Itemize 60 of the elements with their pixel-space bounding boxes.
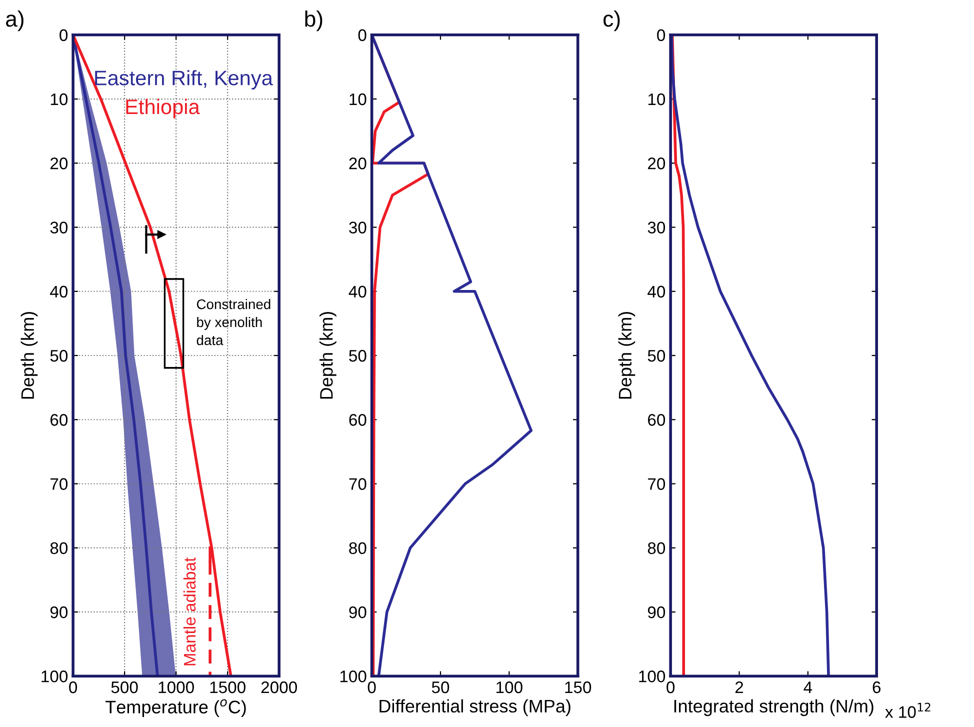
series-label: Eastern Rift, Kenya [95,70,273,90]
y-tick-label: 30 [648,222,666,234]
y-axis-title: Depth (km) [20,312,38,399]
y-tick-label: 50 [50,350,68,362]
y-tick-label: 0 [358,29,366,42]
y-axis-title: Depth (km) [320,312,336,399]
y-tick-label: 70 [349,478,366,490]
x-tick-label: 4 [804,682,812,694]
x-tick-label: 2000 [261,681,297,694]
y-tick-label: 70 [648,478,666,490]
x-axis-title: Differential stress (MPa) [380,699,570,716]
y-tick-label: 50 [349,350,366,362]
chart-title: b) [305,10,322,32]
y-tick-label: 90 [349,606,366,618]
x-tick-label: 0 [666,681,675,694]
y-tick-label: 80 [349,542,366,554]
y-tick-label: 40 [648,286,666,298]
x-tick-label: 50 [432,681,450,694]
y-tick-label: 20 [50,158,68,170]
y-tick-label: 10 [350,93,366,106]
series-label: Ethiopia [126,98,200,118]
x-tick-label: 150 [565,681,592,694]
y-axis-title: Depth (km) [618,312,636,399]
y-tick-label: 80 [648,542,666,554]
text: x 10$^{12}$ [885,702,930,718]
y-tick-label: 0 [657,29,666,42]
annotation: Mantle adiabat [183,557,196,666]
y-tick-label: 100 [42,670,68,682]
y-tick-label: 20 [349,158,366,170]
y-tick-label: 100 [639,670,666,682]
x-tick-label: 0 [69,681,78,694]
x-tick-label: 100 [496,681,522,694]
x-tick-label: 1500 [210,681,246,694]
x-tick-label: 1000 [158,681,194,694]
y-tick-label: 80 [50,542,68,554]
x-tick-label: 500 [111,681,138,694]
x-axis-title: Integrated strength (N/m) [674,699,874,716]
annotation: Constrained by xenolith data [196,298,270,346]
y-tick-label: 30 [349,222,366,234]
y-tick-label: 40 [50,286,68,298]
y-tick-label: 30 [50,222,68,234]
y-tick-label: 90 [648,606,666,618]
y-tick-label: 90 [50,606,68,618]
x-tick-label: 6 [872,681,880,694]
y-tick-label: 60 [50,414,68,426]
y-tick-label: 60 [349,414,366,426]
y-tick-label: 60 [648,414,666,426]
y-tick-label: 10 [648,93,666,106]
chart-title: a) [6,10,24,32]
y-tick-label: 70 [50,478,68,490]
x-axis-title: Temperature ($^{o}$C) [106,699,246,718]
x-tick-label: 2 [735,681,744,694]
y-tick-label: 50 [648,350,666,362]
y-tick-label: 20 [648,158,666,170]
y-tick-label: 100 [340,670,366,682]
x-tick-label: 0 [368,681,376,694]
y-tick-label: 0 [60,29,68,42]
y-tick-label: 10 [50,93,68,106]
chart-title: c) [604,10,620,32]
y-tick-label: 40 [348,286,366,298]
